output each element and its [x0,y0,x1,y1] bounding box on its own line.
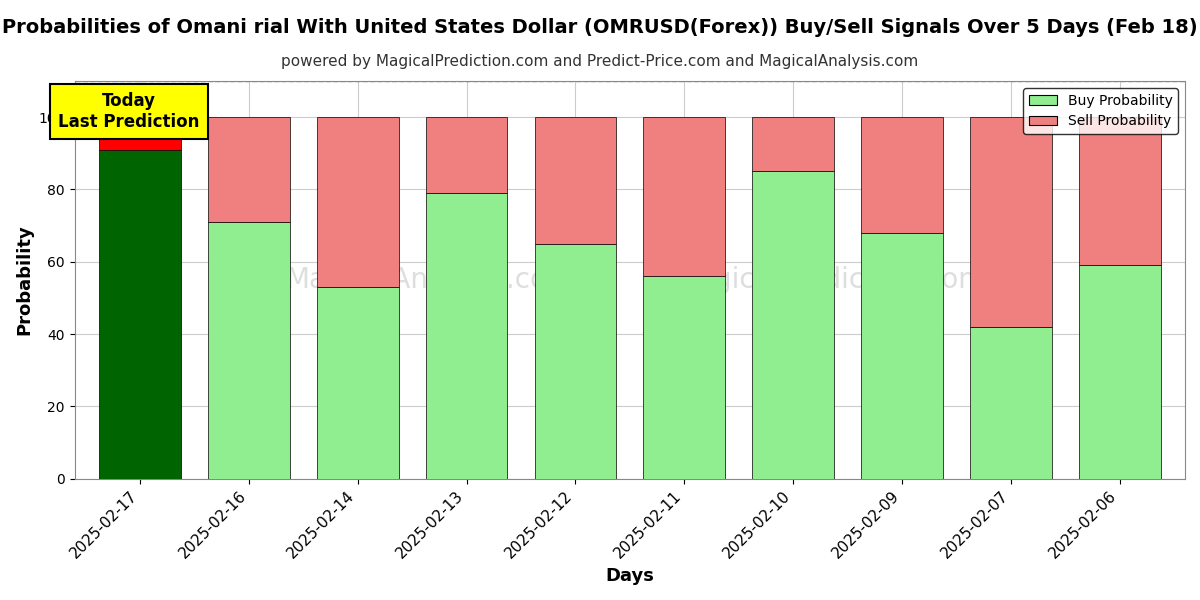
Text: Today
Last Prediction: Today Last Prediction [59,92,199,131]
Bar [862,117,943,233]
Bar [534,244,617,479]
Bar [426,193,508,479]
X-axis label: Days: Days [605,567,654,585]
Bar [534,117,617,244]
Bar [970,117,1051,327]
Text: powered by MagicalPrediction.com and Predict-Price.com and MagicalAnalysis.com: powered by MagicalPrediction.com and Pre… [281,54,919,69]
Bar [317,117,398,287]
Text: Probabilities of Omani rial With United States Dollar (OMRUSD(Forex)) Buy/Sell S: Probabilities of Omani rial With United … [2,18,1198,37]
Bar [643,276,725,479]
Bar [208,117,289,222]
Bar [970,327,1051,479]
Legend: Buy Probability, Sell Probability: Buy Probability, Sell Probability [1024,88,1178,134]
Bar [1079,265,1160,479]
Bar [100,150,181,479]
Bar [1079,117,1160,265]
Bar [752,117,834,172]
Bar [752,172,834,479]
Y-axis label: Probability: Probability [16,224,34,335]
Text: MagicalAnalysis.com: MagicalAnalysis.com [286,266,575,294]
Bar [426,117,508,193]
Bar [317,287,398,479]
Bar [643,117,725,276]
Bar [862,233,943,479]
Text: MagicalPrediction.com: MagicalPrediction.com [673,266,986,294]
Bar [100,117,181,150]
Bar [208,222,289,479]
